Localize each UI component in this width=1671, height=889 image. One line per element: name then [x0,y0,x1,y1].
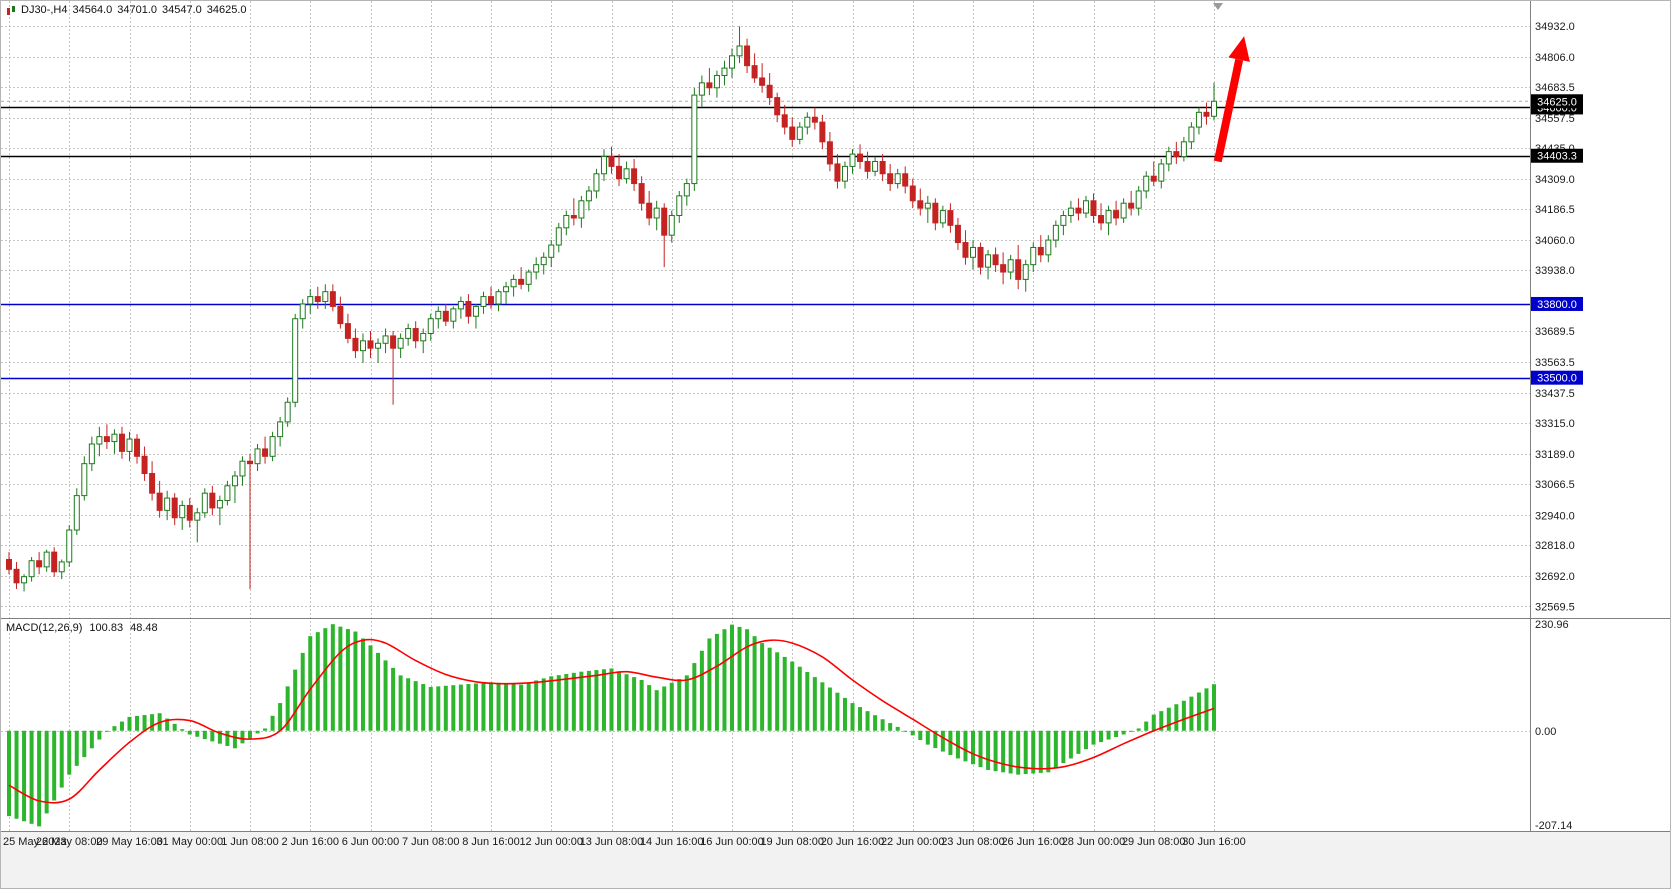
ohlc-close: 34625.0 [206,4,247,16]
macd-indicator-label: MACD(12,26,9) 100.83 48.48 [6,622,158,634]
svg-text:33500.0: 33500.0 [1537,373,1577,385]
svg-text:26 May 08:00: 26 May 08:00 [36,836,103,848]
svg-text:33563.5: 33563.5 [1535,357,1575,369]
time-axis-strip[interactable] [1,832,1671,889]
svg-text:33800.0: 33800.0 [1537,299,1577,311]
svg-text:0.00: 0.00 [1535,726,1556,738]
svg-text:32569.5: 32569.5 [1535,601,1575,613]
symbol-info: DJ30-,H4 34564.0 34701.0 34547.0 34625.0 [6,4,247,16]
price-label-box-33500.0: 33500.0 [1531,370,1583,385]
ohlc-high: 34701.0 [117,4,157,16]
svg-text:34060.0: 34060.0 [1535,235,1575,247]
svg-text:34186.5: 34186.5 [1535,204,1575,216]
svg-text:32818.0: 32818.0 [1535,540,1575,552]
svg-text:2 Jun 16:00: 2 Jun 16:00 [282,836,340,848]
price-label-box-33800.0: 33800.0 [1531,296,1583,311]
svg-text:33689.5: 33689.5 [1535,326,1575,338]
candlestick-icon [6,5,16,16]
level-lines [1,106,1530,380]
svg-text:1 Jun 08:00: 1 Jun 08:00 [221,836,279,848]
svg-text:33938.0: 33938.0 [1535,265,1575,277]
svg-text:23 Jun 08:00: 23 Jun 08:00 [941,836,1005,848]
shift-marker [1213,3,1223,10]
svg-text:32692.0: 32692.0 [1535,571,1575,583]
svg-text:34557.5: 34557.5 [1535,113,1575,125]
svg-text:29 May 16:00: 29 May 16:00 [96,836,163,848]
svg-text:33189.0: 33189.0 [1535,449,1575,461]
svg-text:12 Jun 00:00: 12 Jun 00:00 [519,836,583,848]
svg-text:34403.3: 34403.3 [1537,151,1577,163]
svg-text:25 May 2023: 25 May 2023 [3,836,67,848]
svg-text:29 Jun 08:00: 29 Jun 08:00 [1122,836,1186,848]
svg-text:8 Jun 16:00: 8 Jun 16:00 [462,836,520,848]
svg-text:34625.0: 34625.0 [1537,96,1577,108]
trend-arrow[interactable] [1213,36,1250,163]
svg-text:19 Jun 08:00: 19 Jun 08:00 [760,836,824,848]
current-price-box: 34625.0 [1531,94,1583,109]
macd-signal-line [8,638,1215,804]
svg-text:34806.0: 34806.0 [1535,52,1575,64]
svg-text:32940.0: 32940.0 [1535,510,1575,522]
macd-name: MACD(12,26,9) [6,622,83,634]
svg-text:230.96: 230.96 [1535,619,1569,631]
svg-text:31 May 00:00: 31 May 00:00 [156,836,223,848]
macd-histogram [7,624,1216,827]
svg-text:6 Jun 00:00: 6 Jun 00:00 [342,836,400,848]
grid-lines [1,1,1530,831]
svg-text:34932.0: 34932.0 [1535,21,1575,33]
svg-text:28 Jun 00:00: 28 Jun 00:00 [1062,836,1126,848]
svg-text:13 Jun 08:00: 13 Jun 08:00 [580,836,644,848]
svg-text:33315.0: 33315.0 [1535,418,1575,430]
ohlc-open: 34564.0 [72,4,113,16]
axis-labels: 34932.034806.034683.534557.534435.034309… [3,21,1575,848]
svg-text:-207.14: -207.14 [1535,820,1572,832]
ohlc-low: 34547.0 [162,4,202,16]
price-label-box-34403.3: 34403.3 [1531,148,1583,163]
svg-text:14 Jun 16:00: 14 Jun 16:00 [640,836,704,848]
svg-text:34309.0: 34309.0 [1535,174,1575,186]
svg-text:20 Jun 16:00: 20 Jun 16:00 [821,836,885,848]
symbol-timeframe: DJ30-,H4 [21,4,68,16]
svg-text:7 Jun 08:00: 7 Jun 08:00 [402,836,460,848]
svg-text:33437.5: 33437.5 [1535,388,1575,400]
svg-text:33066.5: 33066.5 [1535,479,1575,491]
svg-text:16 Jun 00:00: 16 Jun 00:00 [700,836,764,848]
svg-text:26 Jun 16:00: 26 Jun 16:00 [1001,836,1065,848]
svg-text:34683.5: 34683.5 [1535,82,1575,94]
macd-signal-value: 48.48 [130,622,158,634]
macd-main-value: 100.83 [89,622,124,634]
svg-text:30 Jun 16:00: 30 Jun 16:00 [1182,836,1246,848]
svg-text:22 Jun 00:00: 22 Jun 00:00 [881,836,945,848]
candles-layer [6,26,1217,592]
